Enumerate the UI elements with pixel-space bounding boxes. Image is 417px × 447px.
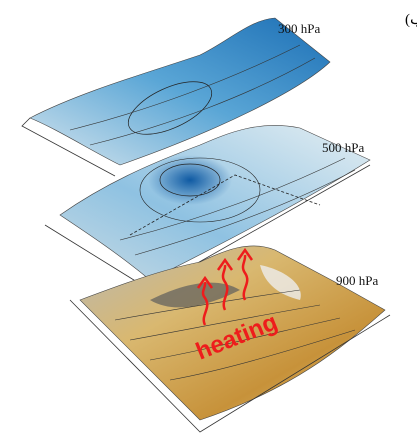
level-label: 500 hPa [322, 140, 364, 155]
level-label: 900 hPa [336, 273, 378, 288]
panel-label: ب) [405, 12, 417, 28]
level-label: 300 hPa [278, 21, 320, 36]
figure: ب) 300 hPa 500 hPa 900 hPa [0, 0, 417, 447]
